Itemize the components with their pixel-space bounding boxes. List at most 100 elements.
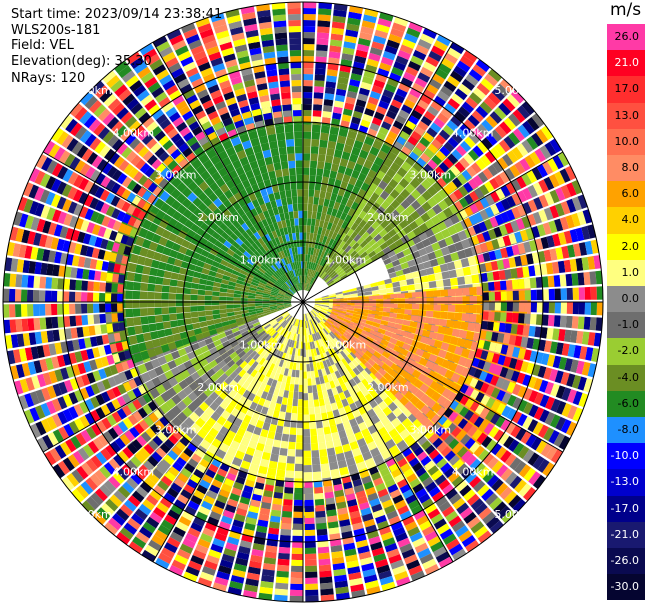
velocity-gate — [255, 442, 265, 452]
velocity-gate — [268, 278, 276, 284]
velocity-gate — [211, 300, 220, 306]
noise-gate — [313, 98, 323, 105]
noise-gate — [498, 270, 506, 280]
velocity-gate — [370, 192, 380, 202]
velocity-gate — [321, 205, 329, 214]
velocity-gate — [303, 182, 309, 190]
velocity-gate — [425, 387, 436, 398]
velocity-gate — [304, 268, 307, 276]
velocity-gate — [420, 212, 431, 223]
velocity-gate — [271, 230, 278, 239]
velocity-gate — [463, 247, 474, 258]
velocity-gate — [228, 223, 237, 233]
velocity-gate — [320, 383, 327, 392]
velocity-gate — [326, 267, 333, 275]
velocity-gate — [295, 456, 303, 464]
velocity-gate — [213, 197, 223, 208]
velocity-gate — [275, 270, 282, 278]
velocity-gate — [361, 296, 369, 300]
velocity-gate — [238, 257, 247, 265]
velocity-gate — [343, 205, 351, 215]
velocity-gate — [330, 372, 338, 381]
velocity-gate — [303, 218, 308, 226]
velocity-gate — [338, 312, 346, 317]
velocity-gate — [166, 206, 177, 218]
velocity-gate — [403, 380, 414, 391]
velocity-gate — [227, 214, 237, 224]
velocity-gate — [395, 340, 405, 348]
velocity-gate — [276, 279, 284, 286]
velocity-gate — [450, 372, 461, 384]
velocity-gate — [311, 310, 318, 316]
velocity-gate — [407, 259, 416, 268]
velocity-gate — [197, 305, 205, 312]
velocity-gate — [357, 172, 367, 182]
velocity-gate — [222, 140, 234, 151]
noise-gate — [559, 274, 567, 287]
velocity-gate — [427, 370, 438, 380]
velocity-gate — [288, 263, 293, 271]
velocity-gate — [373, 156, 385, 167]
velocity-gate — [310, 319, 315, 327]
velocity-gate — [260, 428, 269, 438]
velocity-gate — [312, 233, 318, 241]
velocity-gate — [290, 286, 296, 293]
velocity-gate — [321, 337, 327, 345]
velocity-gate — [397, 412, 408, 423]
velocity-gate — [402, 319, 411, 327]
velocity-gate — [283, 249, 288, 258]
velocity-gate — [420, 254, 430, 263]
velocity-gate — [294, 138, 303, 147]
velocity-gate — [378, 355, 388, 364]
velocity-gate — [280, 404, 287, 413]
velocity-gate — [307, 203, 313, 212]
velocity-gate — [271, 238, 278, 247]
velocity-gate — [294, 326, 298, 334]
velocity-gate — [393, 345, 402, 353]
velocity-gate — [211, 244, 221, 253]
velocity-gate — [292, 398, 298, 407]
velocity-gate — [280, 382, 286, 391]
velocity-gate — [411, 291, 420, 298]
velocity-gate — [384, 422, 395, 433]
velocity-gate — [333, 393, 341, 403]
velocity-gate — [391, 233, 401, 243]
velocity-gate — [303, 342, 306, 350]
velocity-gate — [328, 293, 336, 297]
velocity-gate — [198, 212, 209, 222]
velocity-gate — [353, 310, 361, 315]
velocity-gate — [311, 457, 321, 465]
velocity-gate — [282, 265, 288, 273]
velocity-gate — [256, 269, 265, 276]
velocity-gate — [337, 258, 345, 266]
velocity-gate — [455, 296, 463, 305]
noise-gate — [566, 302, 573, 315]
velocity-gate — [385, 438, 396, 450]
velocity-gate — [289, 218, 295, 227]
velocity-gate — [299, 232, 303, 240]
velocity-gate — [330, 311, 339, 316]
velocity-gate — [354, 255, 363, 263]
velocity-gate — [257, 181, 266, 190]
velocity-gate — [463, 339, 473, 350]
velocity-gate — [328, 199, 336, 209]
velocity-gate — [296, 362, 300, 371]
velocity-gate — [253, 449, 263, 459]
velocity-gate — [232, 241, 241, 250]
velocity-gate — [208, 192, 218, 203]
velocity-gate — [391, 332, 400, 340]
velocity-gate — [303, 174, 310, 183]
velocity-gate — [310, 225, 315, 234]
velocity-gate — [325, 257, 331, 265]
velocity-gate — [147, 307, 155, 316]
velocity-gate — [389, 308, 398, 314]
velocity-gate — [381, 315, 390, 322]
velocity-gate — [332, 307, 340, 311]
velocity-gate — [467, 322, 476, 332]
velocity-gate — [312, 309, 319, 315]
velocity-gate — [288, 288, 295, 294]
velocity-gate — [323, 336, 330, 344]
velocity-gate — [205, 310, 213, 316]
velocity-gate — [437, 366, 448, 377]
velocity-gate — [303, 282, 305, 291]
